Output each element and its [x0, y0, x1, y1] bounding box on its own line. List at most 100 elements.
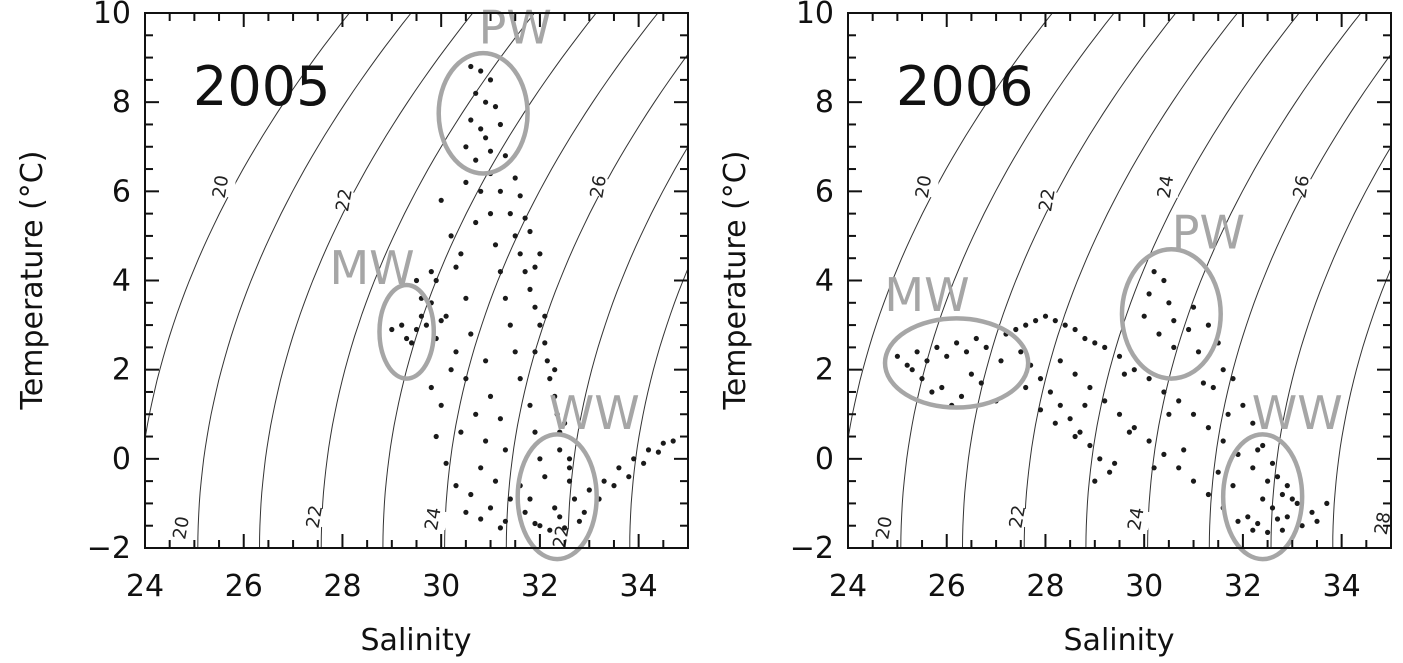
x-tick-label: 32	[521, 569, 559, 604]
data-point	[522, 269, 528, 275]
isoline-label: 24	[1124, 506, 1149, 532]
isoline-label-bg	[330, 189, 360, 212]
data-point	[1255, 447, 1261, 453]
data-point	[443, 460, 449, 466]
data-point	[566, 465, 573, 471]
data-point	[532, 264, 538, 270]
isoline-label: 20	[912, 174, 937, 200]
data-point	[492, 104, 499, 110]
x-tick-label: 28	[1026, 569, 1064, 604]
data-point	[487, 393, 494, 399]
data-point	[924, 358, 930, 364]
data-point	[1018, 349, 1024, 355]
year-label: 2005	[193, 55, 330, 118]
y-tick-label: 2	[815, 353, 834, 388]
data-point	[1176, 398, 1182, 404]
data-point	[998, 358, 1004, 364]
y-tick-label: −2	[790, 531, 834, 566]
isoline-label-bg	[1003, 505, 1033, 528]
data-point	[1314, 518, 1320, 524]
data-point	[468, 117, 474, 123]
isoline	[962, 13, 1177, 548]
data-point	[478, 188, 484, 194]
isoline	[1085, 13, 1300, 548]
data-point	[1269, 460, 1276, 466]
isoline	[145, 13, 350, 443]
water-mass-label: WW	[1252, 386, 1343, 440]
water-mass-ellipse	[436, 50, 530, 176]
data-point	[631, 456, 637, 462]
data-point	[483, 358, 489, 364]
data-point	[670, 438, 676, 444]
data-point	[1250, 465, 1256, 471]
data-point	[1057, 358, 1063, 364]
data-point	[1181, 447, 1187, 453]
data-point	[463, 144, 469, 150]
data-point	[512, 175, 518, 181]
data-point	[1215, 469, 1221, 475]
data-point	[1057, 402, 1063, 408]
data-point	[1087, 442, 1093, 449]
data-point	[527, 228, 533, 235]
data-point	[1260, 442, 1266, 449]
x-tick-label: 32	[1224, 569, 1262, 604]
data-point	[453, 264, 459, 270]
data-point	[978, 380, 984, 386]
data-point	[1116, 411, 1123, 417]
data-point	[1225, 411, 1231, 417]
isoline	[1395, 13, 1403, 548]
data-point	[1126, 429, 1132, 435]
data-point	[611, 483, 617, 489]
data-point	[1245, 514, 1251, 520]
isoline	[567, 145, 688, 548]
data-point	[1171, 344, 1177, 350]
data-point	[463, 295, 469, 301]
isoline-label-bg	[910, 175, 939, 198]
data-point	[542, 340, 548, 346]
data-point	[492, 478, 499, 484]
data-point	[473, 411, 479, 417]
data-point	[1112, 460, 1118, 466]
data-point	[562, 420, 568, 426]
data-point	[547, 376, 553, 382]
data-point	[1269, 505, 1276, 511]
data-point	[1062, 322, 1068, 328]
data-point	[983, 344, 989, 350]
isoline-label: 24	[421, 506, 446, 532]
isoline-label-bg	[167, 516, 197, 540]
isoline-label-bg	[1122, 507, 1152, 531]
data-point	[968, 371, 975, 377]
data-point	[566, 478, 573, 484]
data-point	[389, 326, 395, 333]
data-point	[1141, 313, 1147, 319]
y-tick-label: 10	[796, 0, 834, 31]
data-point	[512, 349, 518, 355]
data-point	[1082, 335, 1088, 342]
water-mass-label: MW	[329, 241, 414, 295]
data-point	[502, 153, 508, 159]
isoline-label-bg	[547, 525, 577, 548]
data-point	[566, 456, 573, 462]
data-point	[929, 389, 935, 395]
data-point	[473, 90, 479, 96]
x-axis-title: Salinity	[1064, 623, 1175, 658]
y-tick-label: 6	[112, 174, 131, 209]
data-point	[527, 402, 533, 408]
data-point	[1131, 425, 1137, 431]
data-point	[1195, 349, 1202, 355]
data-point	[1205, 322, 1211, 328]
data-point	[909, 367, 915, 373]
data-point	[478, 68, 484, 74]
data-point	[1210, 384, 1216, 391]
data-point	[904, 362, 910, 368]
data-point	[944, 353, 950, 359]
data-point	[1274, 474, 1281, 480]
x-tick-label: 34	[620, 569, 658, 604]
data-point	[547, 527, 553, 533]
data-point	[532, 304, 538, 310]
data-point	[468, 63, 474, 70]
x-tick-label: 30	[1125, 569, 1163, 604]
